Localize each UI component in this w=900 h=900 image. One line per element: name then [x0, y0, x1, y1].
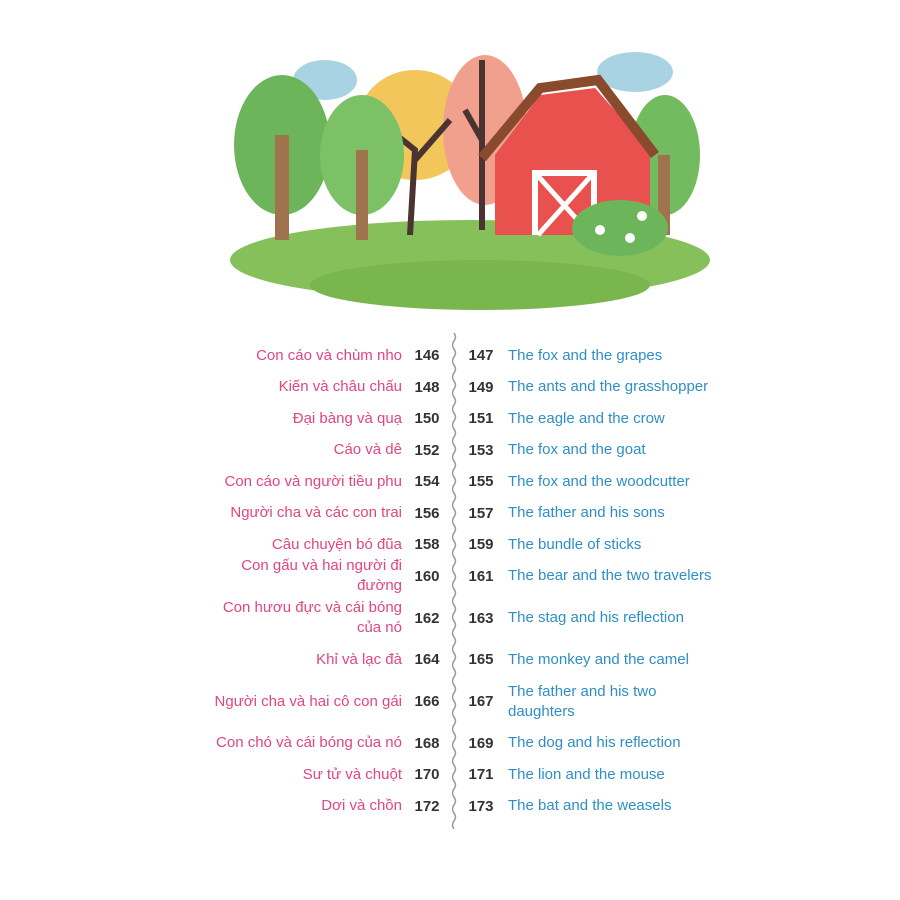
- vietnamese-page-number: 170: [414, 766, 440, 784]
- vietnamese-page-number: 148: [414, 378, 440, 396]
- english-title[interactable]: The lion and the mouse: [508, 765, 665, 783]
- vietnamese-page-number: 156: [414, 504, 440, 522]
- table-of-contents: Con cáo và chùm nho 146 147 The fox and …: [0, 340, 900, 822]
- vietnamese-title[interactable]: Câu chuyện bó đũa: [271, 535, 402, 553]
- english-page-number: 165: [468, 651, 494, 669]
- english-title[interactable]: The fox and the goat: [508, 441, 646, 459]
- vietnamese-title[interactable]: Con gấu và hai người đi đường: [241, 557, 402, 595]
- vietnamese-title[interactable]: Sư tử và chuột: [302, 765, 402, 783]
- vietnamese-title[interactable]: Con hươu đực và cái bóng của nó: [222, 599, 402, 636]
- english-page-number: 153: [468, 441, 494, 459]
- english-title[interactable]: The monkey and the camel: [508, 650, 689, 668]
- toc-entry[interactable]: Con cáo và chùm nho 146 147 The fox and …: [0, 340, 900, 372]
- english-page-number: 169: [468, 734, 494, 752]
- vietnamese-title[interactable]: Cáo và dê: [333, 441, 402, 459]
- english-page-number: 159: [468, 536, 494, 554]
- toc-entry[interactable]: Đại bàng và quạ 150 151 The eagle and th…: [0, 403, 900, 435]
- toc-entry[interactable]: Con gấu và hai người đi đường 160 161 Th…: [0, 557, 900, 594]
- toc-entry[interactable]: Con chó và cái bóng của nó 168 169 The d…: [0, 728, 900, 760]
- toc-entry[interactable]: Dơi và chồn 172 173 The bat and the weas…: [0, 791, 900, 823]
- vietnamese-title[interactable]: Đại bàng và quạ: [292, 409, 402, 427]
- english-page-number: 155: [468, 473, 494, 491]
- english-title[interactable]: The dog and his reflection: [508, 734, 681, 752]
- english-title[interactable]: The fox and the grapes: [508, 346, 663, 364]
- toc-entry[interactable]: Kiến và châu chấu 148 149 The ants and t…: [0, 372, 900, 404]
- vietnamese-title[interactable]: Con cáo và chùm nho: [256, 346, 402, 364]
- toc-entry[interactable]: Người cha và hai cô con gái 166 167 The …: [0, 676, 900, 728]
- english-page-number: 173: [468, 797, 494, 815]
- english-title[interactable]: The stag and his reflection: [508, 609, 684, 626]
- toc-entry[interactable]: Sư tử và chuột 170 171 The lion and the …: [0, 759, 900, 791]
- english-page-number: 171: [468, 766, 494, 784]
- english-page-number: 157: [468, 504, 494, 522]
- vietnamese-title[interactable]: Người cha và hai cô con gái: [214, 692, 402, 710]
- english-page-number: 161: [468, 567, 494, 585]
- english-title[interactable]: The eagle and the crow: [508, 409, 665, 427]
- barn-illustration: [230, 52, 710, 310]
- toc-entry[interactable]: Khỉ và lạc đà 164 165 The monkey and the…: [0, 644, 900, 676]
- english-title[interactable]: The bat and the weasels: [508, 797, 672, 815]
- bush: [572, 200, 668, 256]
- vietnamese-page-number: 172: [414, 797, 440, 815]
- vietnamese-page-number: 160: [414, 567, 440, 585]
- vietnamese-title[interactable]: Kiến và châu chấu: [278, 378, 402, 396]
- vietnamese-title[interactable]: Con cáo và người tiều phu: [224, 472, 403, 490]
- vietnamese-page-number: 154: [414, 473, 440, 491]
- toc-entry[interactable]: Người cha và các con trai 156 157 The fa…: [0, 498, 900, 530]
- vietnamese-title[interactable]: Người cha và các con trai: [230, 504, 402, 522]
- english-title[interactable]: The fox and the woodcutter: [508, 472, 690, 490]
- english-title[interactable]: The father and his two daughters: [508, 682, 657, 720]
- toc-entry[interactable]: Con hươu đực và cái bóng của nó 162 163 …: [0, 592, 900, 644]
- english-page-number: 151: [468, 410, 494, 428]
- english-title[interactable]: The bundle of sticks: [508, 535, 642, 553]
- cloud-right: [597, 52, 673, 92]
- toc-entry[interactable]: Con cáo và người tiều phu 154 155 The fo…: [0, 466, 900, 498]
- vietnamese-page-number: 164: [414, 651, 440, 669]
- vietnamese-page-number: 166: [414, 693, 440, 710]
- vietnamese-page-number: 162: [414, 609, 440, 627]
- vietnamese-page-number: 152: [414, 441, 440, 459]
- english-title[interactable]: The ants and the grasshopper: [508, 378, 709, 396]
- english-page-number: 147: [468, 347, 494, 365]
- vietnamese-title[interactable]: Dơi và chồn: [321, 797, 402, 815]
- vietnamese-title[interactable]: Con chó và cái bóng của nó: [216, 734, 402, 752]
- english-page-number: 149: [468, 378, 494, 396]
- vietnamese-title[interactable]: Khỉ và lạc đà: [316, 650, 402, 668]
- vietnamese-page-number: 146: [414, 347, 440, 365]
- vietnamese-page-number: 150: [414, 410, 440, 428]
- english-title[interactable]: The father and his sons: [508, 504, 665, 522]
- english-page-number: 163: [468, 609, 494, 627]
- toc-entry[interactable]: Câu chuyện bó đũa 158 159 The bundle of …: [0, 529, 900, 561]
- toc-entry[interactable]: Cáo và dê 152 153 The fox and the goat: [0, 435, 900, 467]
- vietnamese-page-number: 158: [414, 536, 440, 554]
- english-page-number: 167: [468, 693, 494, 710]
- english-title[interactable]: The bear and the two travelers: [508, 567, 712, 585]
- wavy-divider: [451, 333, 457, 829]
- vietnamese-page-number: 168: [414, 734, 440, 752]
